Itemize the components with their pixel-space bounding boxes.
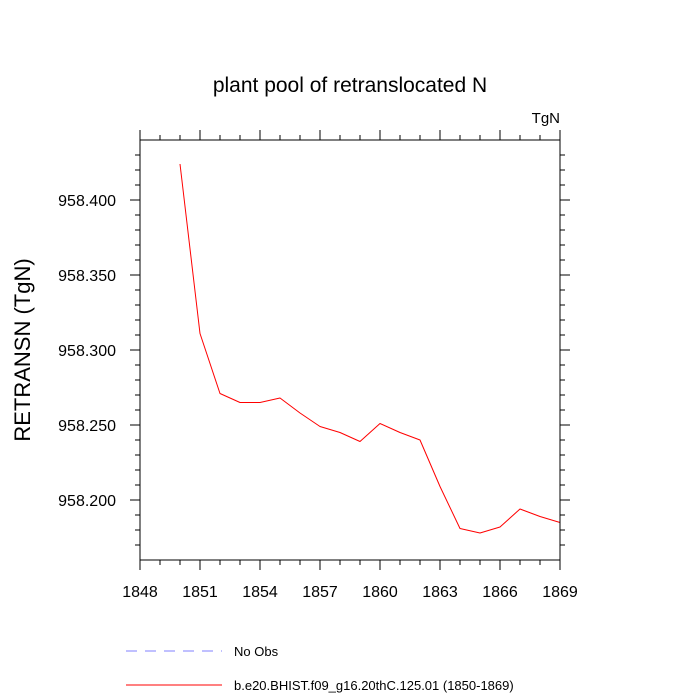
legend-label: b.e20.BHIST.f09_g16.20thC.125.01 (1850-1…	[234, 678, 514, 693]
series-group	[179, 163, 561, 534]
x-tick-label: 1851	[182, 584, 218, 601]
x-tick-label: 1863	[422, 584, 458, 601]
y-tick-label: 958.400	[58, 193, 116, 210]
x-tick-labels: 1848 1851 1854 1857 1860 1863 1866 1869	[122, 584, 578, 601]
y-tick-label: 958.350	[58, 268, 116, 285]
axis-ticks	[130, 130, 570, 570]
y-tick-label: 958.250	[58, 418, 116, 435]
series-line	[179, 163, 561, 534]
legend: No Obs b.e20.BHIST.f09_g16.20thC.125.01 (…	[126, 644, 514, 693]
y-tick-labels: 958.200 958.250 958.300 958.350 958.400	[58, 193, 116, 510]
x-tick-label: 1866	[482, 584, 518, 601]
x-tick-label: 1854	[242, 584, 278, 601]
chart-title: plant pool of retranslocated N	[213, 74, 487, 97]
y-axis-label: RETRANSN (TgN)	[10, 258, 35, 441]
y-tick-label: 958.300	[58, 343, 116, 360]
x-tick-label: 1869	[542, 584, 578, 601]
plot-frame	[139, 139, 561, 561]
legend-label: No Obs	[234, 644, 279, 659]
x-tick-label: 1860	[362, 584, 398, 601]
units-label: TgN	[532, 110, 560, 127]
y-tick-label: 958.200	[58, 493, 116, 510]
x-tick-label: 1848	[122, 584, 158, 601]
x-tick-label: 1857	[302, 584, 338, 601]
